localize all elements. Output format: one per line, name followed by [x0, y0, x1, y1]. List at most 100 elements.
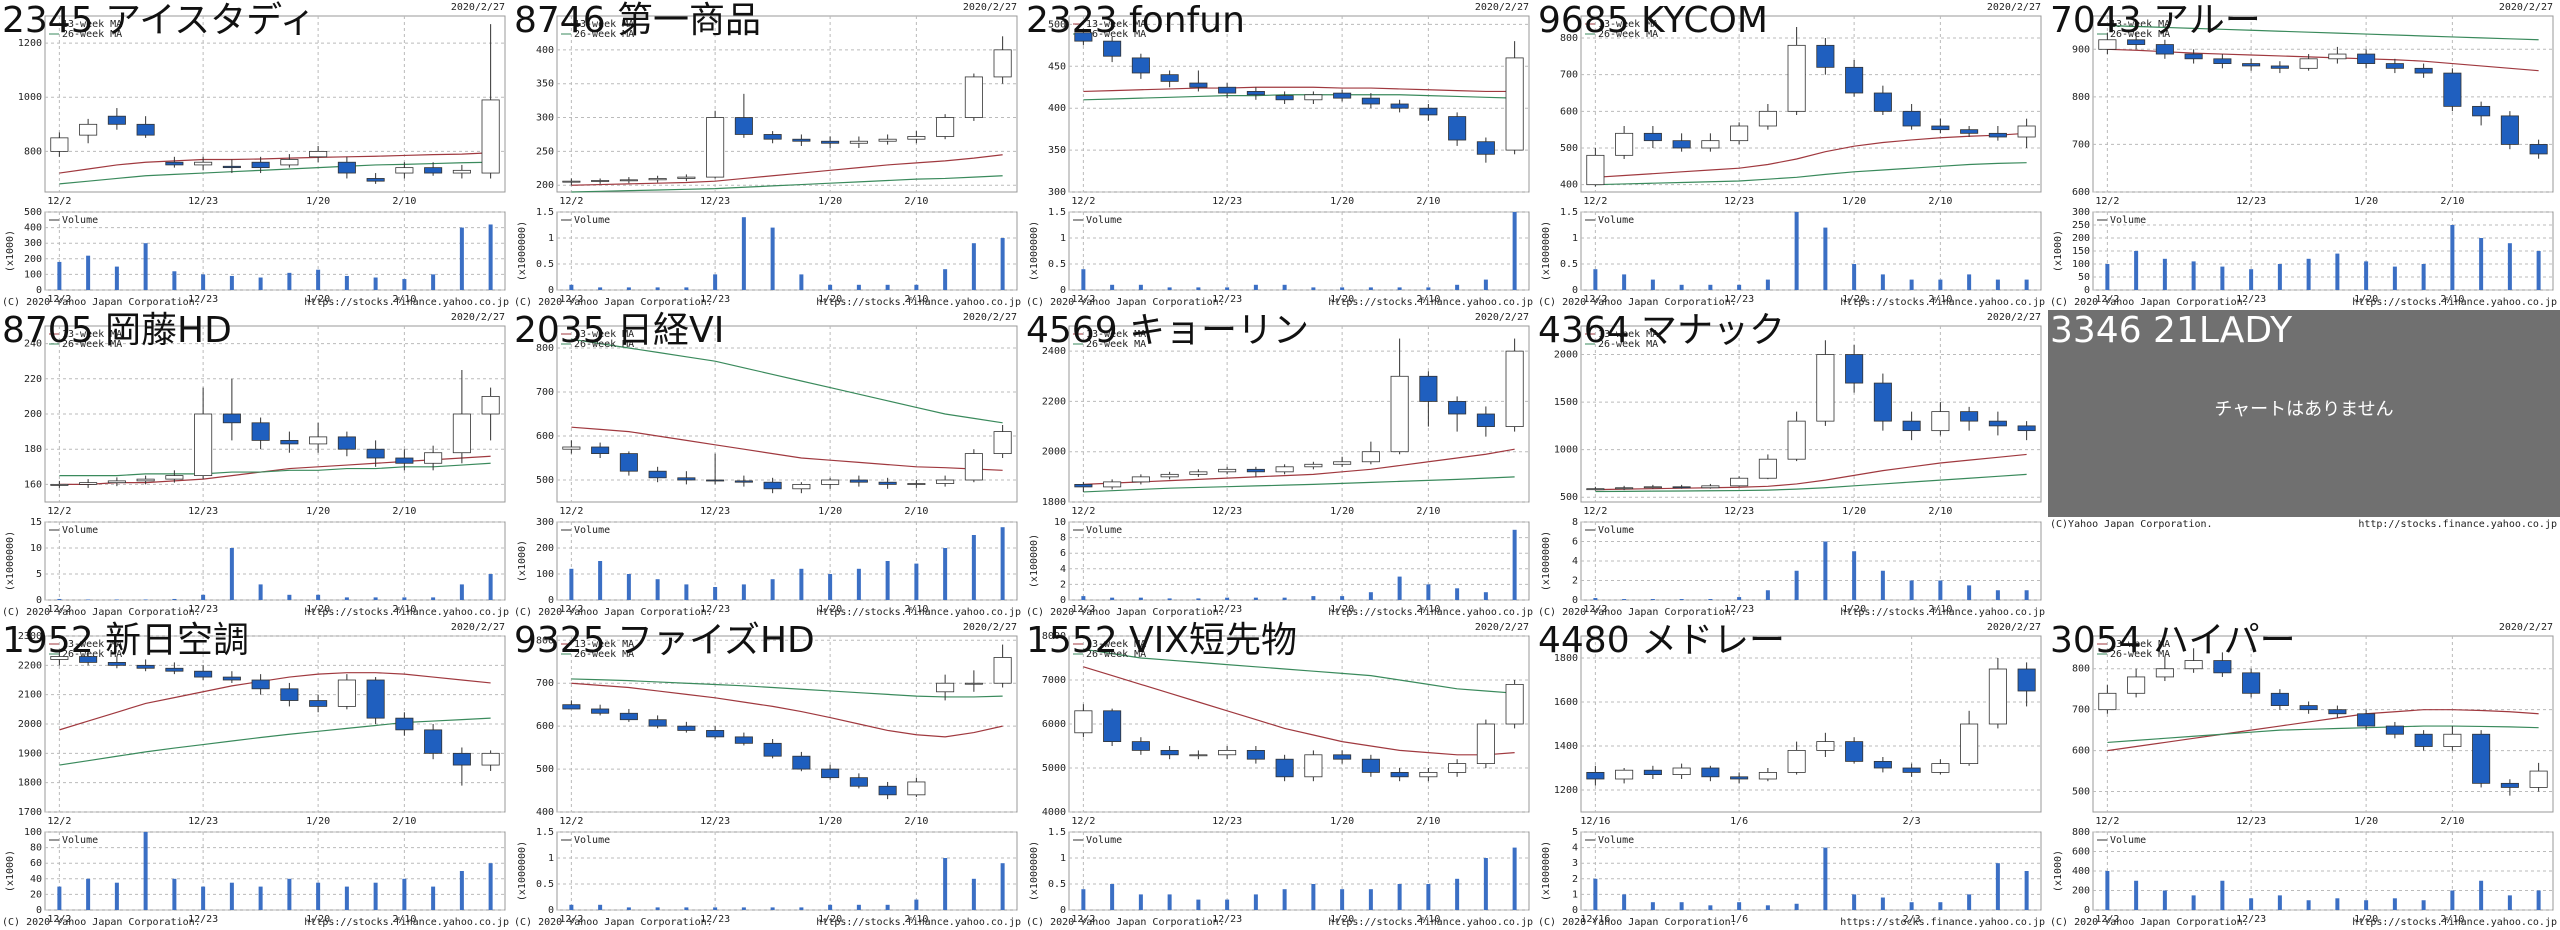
volume-bar [626, 574, 631, 600]
candle-body [821, 768, 840, 779]
candle-body [562, 180, 581, 183]
stock-panel: 500 600 700 800 0 100 200 300 12/2 12/2 12/23 12/23… [514, 310, 1021, 618]
volume-tick-label: 15 [30, 517, 42, 528]
stock-title: 4480 メドレー [1538, 620, 1785, 661]
volume-bar [287, 878, 292, 910]
candle-body [424, 167, 443, 174]
y-tick-label: 800 [1560, 33, 1578, 44]
source: https://stocks.finance.yahoo.co.jp [304, 297, 509, 308]
y-tick-label: 2000 [1042, 447, 1066, 458]
volume-bar [799, 274, 804, 290]
volume-bar [1995, 279, 2000, 290]
candle-body [1361, 451, 1380, 463]
candle-body [2127, 39, 2146, 45]
volume-legend: Volume [62, 525, 98, 536]
candle-body [2443, 72, 2462, 107]
volume-bar [431, 597, 436, 600]
volume-tick-label: 0 [1572, 595, 1578, 606]
candle-body [648, 178, 667, 181]
x-tick-label: 1/6 [1730, 914, 1748, 925]
volume-tick-label: 4 [1572, 556, 1578, 567]
x-tick-label: 12/2 [2095, 816, 2119, 827]
candle-body [2270, 692, 2289, 706]
volume-bar [1196, 287, 1201, 290]
candle-body [1074, 710, 1093, 734]
x-tick-label: 1/20 [1330, 604, 1354, 615]
candle-body [2127, 676, 2146, 694]
candle-body [1131, 741, 1150, 751]
ma-line [2107, 709, 2539, 752]
x-tick-label: 12/2 [1583, 294, 1607, 305]
volume-bar [1737, 902, 1742, 910]
candle-body [194, 161, 213, 166]
volume-bar [1708, 905, 1713, 910]
volume-tick-label: 800 [2072, 827, 2090, 838]
candle-body [1074, 32, 1093, 42]
candle-body [1476, 723, 1495, 764]
candle-body [251, 422, 270, 441]
volume-bar [2220, 266, 2225, 290]
candle-body [792, 755, 811, 770]
volume-bar [1311, 596, 1316, 600]
candle-body [763, 481, 782, 490]
volume-bar [655, 907, 660, 910]
volume-bar [1938, 580, 1943, 600]
volume-tick-label: 300 [2072, 207, 2090, 218]
candle-body [79, 123, 98, 136]
x-tick-label: 2/10 [1928, 506, 1952, 517]
volume-tick-label: 4 [1572, 843, 1578, 854]
y-tick-label: 1800 [1554, 653, 1578, 664]
y-tick-label: 700 [536, 678, 554, 689]
x-tick-label: 12/2 [559, 196, 583, 207]
candle-body [452, 752, 471, 766]
date: 2020/2/27 [2499, 2, 2553, 13]
volume-tick-label: 400 [24, 223, 42, 234]
y-tick-label: 350 [536, 79, 554, 90]
x-tick-label: 2/3 [1903, 816, 1921, 827]
volume-bar [1622, 599, 1627, 600]
volume-bar [885, 284, 890, 290]
volume-plot [1580, 831, 2042, 911]
volume-bar [1909, 902, 1914, 910]
y-tick-label: 240 [24, 339, 42, 350]
volume-tick-label: 0.5 [1048, 259, 1066, 270]
volume-bar [2134, 880, 2139, 910]
volume-bar [1794, 212, 1799, 290]
ma-line [1083, 666, 1515, 756]
volume-plot [44, 211, 506, 291]
ma-line [1595, 162, 2027, 186]
volume-bar [626, 907, 631, 910]
candle-body [1586, 154, 1605, 186]
candle-body [1074, 483, 1093, 488]
volume-bar [828, 904, 833, 910]
volume-bar [2421, 900, 2426, 910]
candle-body [424, 729, 443, 754]
volume-bar [655, 579, 660, 600]
candle-body [763, 742, 782, 757]
volume-bar [86, 878, 91, 910]
y-tick-label: 700 [2072, 705, 2090, 716]
candle-body [107, 115, 126, 125]
candle-body [50, 483, 69, 486]
legend-label: 13-week MA [574, 19, 634, 30]
x-tick-label: 12/23 [188, 604, 218, 615]
volume-plot [44, 521, 506, 601]
stock-title: 8705 岡藤HD [2, 310, 232, 351]
candle-body [2270, 65, 2289, 69]
legend-label: 13-week MA [2110, 19, 2170, 30]
y-tick-label: 1500 [1554, 397, 1578, 408]
x-tick-label: 12/2 [559, 604, 583, 615]
candle-body [1931, 763, 1950, 773]
x-tick-label: 2/10 [904, 196, 928, 207]
volume-bar [229, 882, 234, 910]
volume-tick-label: 400 [2072, 866, 2090, 877]
candle-body [1304, 754, 1323, 778]
volume-bar [2479, 238, 2484, 290]
ma-line [59, 717, 491, 766]
candle-body [79, 656, 98, 663]
candle-body [1730, 477, 1749, 487]
y-tick-label: 800 [536, 635, 554, 646]
x-tick-label: 12/2 [47, 604, 71, 615]
volume-bar [1196, 598, 1201, 600]
x-tick-label: 2/10 [904, 914, 928, 925]
